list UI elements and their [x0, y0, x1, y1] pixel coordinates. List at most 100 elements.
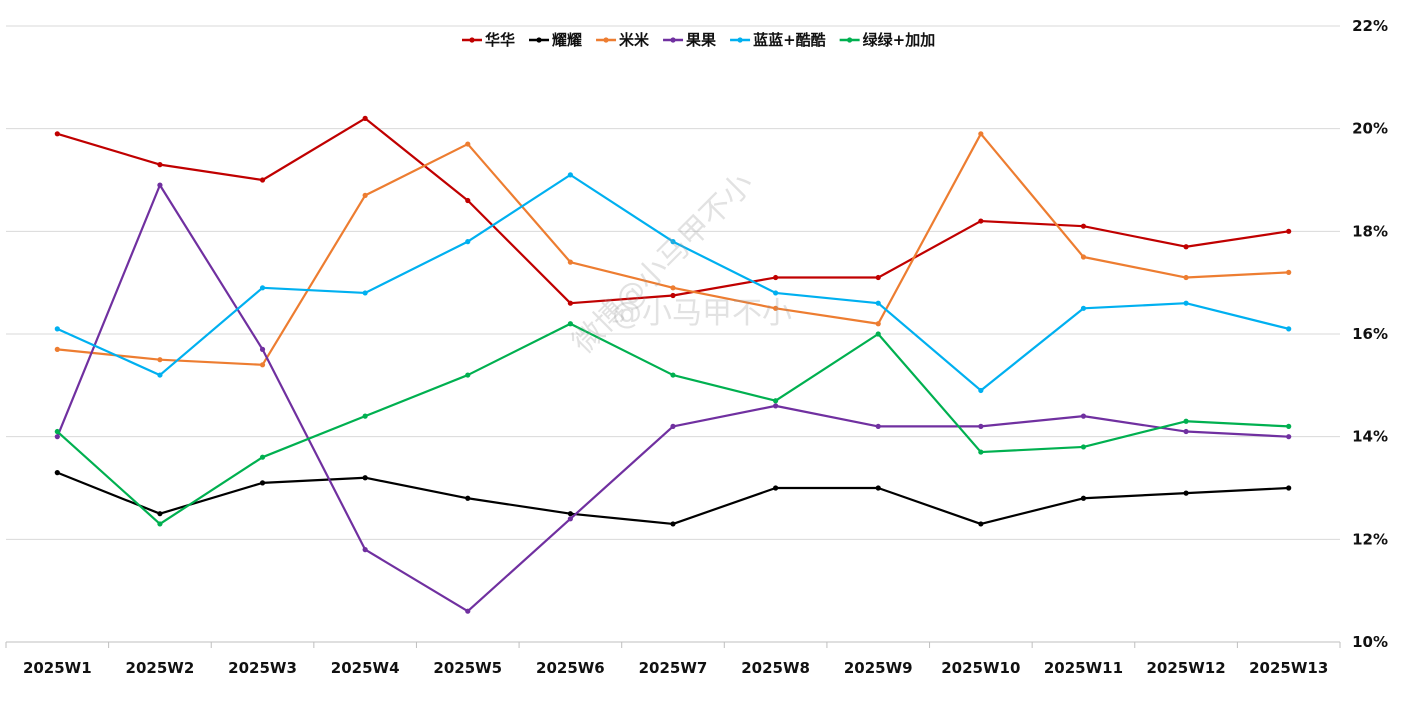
- data-point: [567, 321, 573, 327]
- data-point: [670, 292, 676, 299]
- data-point: [670, 239, 676, 245]
- y-tick-label: 14%: [1352, 428, 1388, 446]
- data-point: [567, 259, 573, 265]
- x-tick-label: 2025W13: [1249, 659, 1328, 677]
- x-tick-label: 2025W1: [23, 659, 92, 677]
- x-axis: 2025W1 2025W2 2025W3 2025W4 2025W5 2025W6 2025…: [5, 641, 1341, 677]
- data-point: [875, 321, 881, 327]
- data-point: [567, 516, 573, 522]
- data-point: [1286, 228, 1292, 234]
- data-point: [1286, 269, 1292, 275]
- x-tick-label: 2025W9: [844, 659, 913, 677]
- data-point: [362, 290, 368, 296]
- data-point: [567, 511, 573, 517]
- data-point: [567, 172, 573, 178]
- data-point: [875, 274, 881, 281]
- legend-item: 华华: [462, 31, 515, 49]
- data-point: [54, 428, 60, 435]
- legend-label: 华华: [485, 31, 515, 49]
- data-point: [875, 423, 881, 429]
- data-point: [157, 521, 163, 527]
- data-point: [1286, 485, 1292, 491]
- data-point: [157, 162, 163, 168]
- data-point: [670, 285, 676, 291]
- data-point: [670, 521, 676, 527]
- data-point: [1080, 413, 1087, 419]
- x-tick-label: 2025W5: [433, 659, 502, 677]
- x-tick-label: 2025W4: [331, 659, 400, 677]
- series-group: [54, 115, 1292, 614]
- data-point: [465, 608, 471, 614]
- data-point: [1080, 223, 1087, 229]
- data-point: [259, 362, 266, 368]
- data-point: [259, 285, 266, 291]
- data-point: [54, 470, 60, 476]
- data-point: [362, 547, 368, 553]
- data-point: [773, 485, 779, 491]
- series-3: [54, 131, 1292, 368]
- data-point: [1183, 418, 1189, 424]
- legend-label: 果果: [685, 31, 717, 49]
- gridlines: [6, 25, 1340, 540]
- legend-item: 耀耀: [529, 31, 582, 49]
- series-4: [54, 182, 1292, 614]
- data-point: [670, 423, 676, 429]
- legend-marker: [847, 37, 853, 43]
- data-point: [259, 480, 266, 486]
- data-point: [773, 305, 779, 311]
- data-point: [157, 372, 163, 378]
- data-point: [773, 403, 779, 409]
- data-point: [259, 177, 266, 183]
- data-point: [978, 423, 984, 429]
- x-tick-label: 2025W7: [639, 659, 708, 677]
- data-point: [875, 331, 881, 337]
- data-point: [1080, 444, 1087, 450]
- data-point: [1080, 254, 1087, 260]
- y-tick-label: 16%: [1352, 325, 1388, 343]
- data-point: [465, 197, 471, 204]
- data-point: [465, 372, 471, 378]
- series-2: [54, 470, 1292, 527]
- y-tick-label: 20%: [1352, 120, 1388, 138]
- legend: 华华 耀耀 米米 果果 蓝蓝+酷酷 绿绿+加加: [462, 31, 935, 49]
- data-point: [1183, 428, 1189, 435]
- watermark-horizontal-text: @小马甲不小: [612, 296, 792, 331]
- data-point: [773, 274, 779, 281]
- legend-marker: [536, 37, 542, 43]
- legend-label: 耀耀: [551, 31, 582, 49]
- data-point: [259, 346, 266, 352]
- legend-marker: [469, 37, 475, 43]
- data-point: [362, 413, 368, 419]
- data-point: [773, 290, 779, 296]
- legend-item: 米米: [596, 31, 650, 49]
- x-tick-label: 2025W2: [126, 659, 195, 677]
- data-point: [1080, 495, 1087, 501]
- y-tick-label: 12%: [1352, 530, 1388, 548]
- data-point: [157, 511, 163, 517]
- legend-marker: [737, 37, 743, 43]
- data-point: [465, 239, 471, 245]
- legend-label: 绿绿+加加: [863, 31, 936, 49]
- legend-label: 米米: [619, 31, 650, 49]
- y-axis: 10% 12% 14% 16% 18% 20% 22%: [1352, 17, 1388, 651]
- data-point: [465, 495, 471, 501]
- data-point: [362, 192, 368, 198]
- data-point: [157, 182, 163, 188]
- data-point: [54, 346, 60, 352]
- data-point: [1286, 326, 1292, 332]
- data-point: [157, 357, 163, 363]
- legend-label: 蓝蓝+酷酷: [753, 31, 826, 49]
- data-point: [875, 300, 881, 306]
- data-point: [875, 485, 881, 491]
- x-tick-label: 2025W12: [1146, 659, 1225, 677]
- legend-item: 绿绿+加加: [839, 31, 936, 49]
- series-6: [54, 321, 1292, 527]
- data-point: [978, 521, 984, 527]
- x-tick-label: 2025W6: [536, 659, 605, 677]
- data-point: [978, 449, 984, 455]
- y-tick-label: 18%: [1352, 222, 1388, 240]
- data-point: [259, 454, 266, 460]
- y-tick-label: 22%: [1352, 17, 1388, 35]
